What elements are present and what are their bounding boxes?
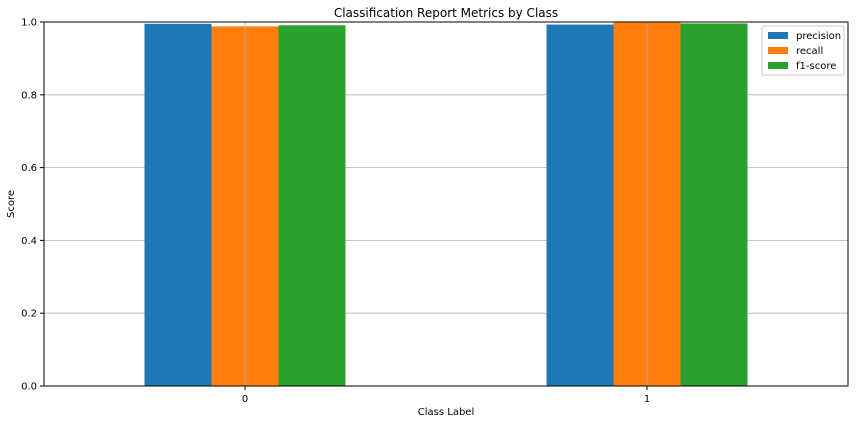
legend-swatch-recall — [768, 47, 788, 54]
tick-labels: 0.0 0.2 0.4 0.6 0.8 1.0 0 1 — [21, 18, 650, 406]
axes-frame — [43, 21, 849, 387]
x-axis-label: Class Label — [418, 407, 474, 418]
axes — [40, 21, 849, 390]
y-tick-label: 0.6 — [21, 163, 37, 174]
bars — [144, 22, 748, 387]
chart-title: Classification Report Metrics by Class — [334, 6, 558, 20]
y-axis-label: Score — [6, 190, 17, 218]
x-tick-label: 0 — [242, 394, 248, 405]
bar-precision-class-1 — [546, 24, 614, 386]
bar-f1-score-class-1 — [680, 23, 748, 387]
legend-swatch-f1-score — [768, 62, 788, 69]
y-tick-label: 0.4 — [21, 236, 37, 247]
y-tick-label: 0.0 — [21, 382, 37, 393]
x-tick-label: 1 — [644, 394, 650, 405]
y-tick-label: 0.8 — [21, 90, 37, 101]
legend-label-precision: precision — [796, 31, 841, 42]
bar-precision-class-0 — [144, 23, 212, 386]
legend-swatch-precision — [768, 32, 788, 39]
y-tick-label: 0.2 — [21, 309, 37, 320]
legend-label-recall: recall — [796, 46, 823, 57]
legend: precision recall f1-score — [761, 25, 845, 76]
bar-f1-score-class-0 — [278, 25, 346, 386]
y-tick-label: 1.0 — [21, 18, 37, 29]
legend-label-f1-score: f1-score — [796, 61, 836, 72]
